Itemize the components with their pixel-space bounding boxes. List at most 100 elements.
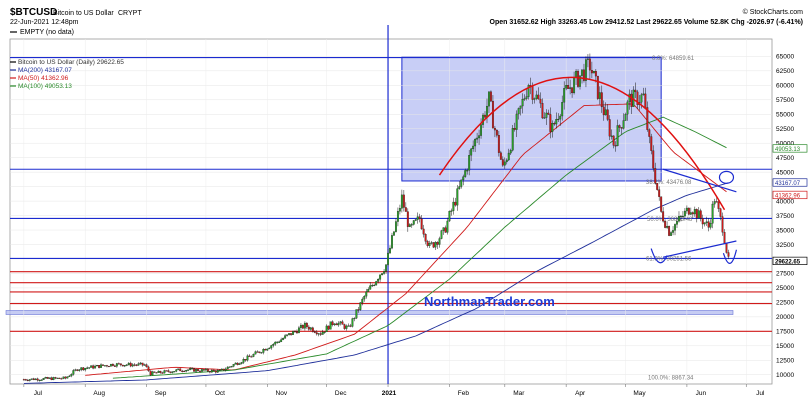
value-tag-box xyxy=(772,256,808,266)
candle-up xyxy=(683,210,686,217)
candle-down xyxy=(418,216,421,219)
x-tick-label: Nov xyxy=(276,390,288,397)
candle-up xyxy=(521,98,524,107)
candle-up xyxy=(185,370,188,372)
fib-level-label: 38.2%: 43476.08 xyxy=(646,180,692,186)
value-tag-box xyxy=(772,144,808,153)
candle-up xyxy=(268,347,271,350)
candle-down xyxy=(426,241,429,246)
candle-down xyxy=(668,226,671,236)
candle-up xyxy=(151,371,154,376)
candle-up xyxy=(100,364,102,368)
candle-up xyxy=(511,128,514,151)
candle-up xyxy=(681,215,684,218)
shaded-band xyxy=(5,310,734,315)
fib-level-label: 0.0%: 64859.61 xyxy=(652,56,695,62)
candle-up xyxy=(345,325,348,329)
candle-up xyxy=(474,139,477,147)
candle-up xyxy=(476,137,479,140)
candle-up xyxy=(359,302,362,310)
candle-down xyxy=(258,351,261,353)
candle-down xyxy=(244,359,247,361)
candle-up xyxy=(363,295,366,300)
candle-down xyxy=(113,365,116,367)
candle-up xyxy=(535,94,538,99)
candle-up xyxy=(555,119,558,125)
candle-down xyxy=(495,129,498,136)
candle-up xyxy=(325,325,328,333)
candle-down xyxy=(102,364,104,366)
y-tick-label: 45000 xyxy=(776,169,794,176)
candle-up xyxy=(565,85,568,89)
candle-up xyxy=(523,98,526,100)
candle-down xyxy=(541,103,544,119)
candle-up xyxy=(680,215,682,218)
candle-up xyxy=(466,170,469,172)
candle-up xyxy=(44,377,47,379)
candle-up xyxy=(72,370,75,375)
candle-up xyxy=(626,101,629,115)
candle-up xyxy=(86,367,89,369)
candle-down xyxy=(311,327,314,332)
candle-down xyxy=(664,220,667,228)
candle-down xyxy=(444,227,447,233)
candle-down xyxy=(236,362,239,365)
candle-up xyxy=(398,208,401,212)
candle-down xyxy=(305,322,308,328)
axes: 10000 12500 15000 17500 20000 22500 25000 27500… xyxy=(23,54,808,397)
candle-down xyxy=(658,189,661,197)
candle-up xyxy=(616,125,619,146)
candle-up xyxy=(412,220,415,225)
candle-down xyxy=(602,106,605,116)
candle-up xyxy=(246,355,249,361)
candle-down xyxy=(695,209,698,219)
candle-up xyxy=(389,247,391,254)
candle-down xyxy=(60,378,63,380)
candle-up xyxy=(177,368,180,370)
candle-down xyxy=(248,355,251,357)
candle-up xyxy=(220,368,223,371)
candle-down xyxy=(58,377,61,379)
candle-up xyxy=(428,243,431,246)
candle-up xyxy=(303,322,306,329)
candle-down xyxy=(296,331,298,334)
chart-header: $BTCUSD Bitcoin to US Dollar CRYPT 22-Ju… xyxy=(10,7,803,36)
background-layer xyxy=(5,56,734,315)
candle-up xyxy=(115,363,118,367)
y-tick-label: 57500 xyxy=(776,97,794,104)
y-tick-label: 27500 xyxy=(776,271,794,278)
candle-down xyxy=(54,377,57,379)
candle-up xyxy=(545,112,548,118)
candle-down xyxy=(553,123,556,125)
candle-down xyxy=(92,365,95,369)
candle-up xyxy=(125,364,128,366)
candle-up xyxy=(414,219,417,221)
candle-up xyxy=(201,369,203,372)
candle-up xyxy=(598,92,601,99)
candle-down xyxy=(660,196,663,212)
candle-down xyxy=(50,377,53,381)
datetime-label: 22-Jun-2021 12:48pm xyxy=(10,19,79,26)
candle-up xyxy=(123,365,126,367)
legend-entry: MA(50) 41362.96 xyxy=(18,75,69,82)
x-tick-label: Jul xyxy=(34,390,43,397)
candle-down xyxy=(22,379,25,381)
candle-up xyxy=(711,203,714,224)
candle-up xyxy=(557,118,560,121)
candle-up xyxy=(70,374,73,377)
candle-up xyxy=(610,135,613,137)
candle-down xyxy=(490,91,492,102)
candle-up xyxy=(393,231,395,236)
candle-down xyxy=(537,94,540,100)
candle-up xyxy=(347,325,350,327)
candle-up xyxy=(519,105,522,109)
candle-up xyxy=(137,363,140,366)
candle-up xyxy=(234,362,237,365)
candle-down xyxy=(646,107,649,130)
candle-down xyxy=(108,365,110,368)
y-tick-label: 37500 xyxy=(776,213,794,220)
candle-down xyxy=(612,135,615,146)
candle-down xyxy=(319,333,322,335)
candle-down xyxy=(420,218,423,230)
